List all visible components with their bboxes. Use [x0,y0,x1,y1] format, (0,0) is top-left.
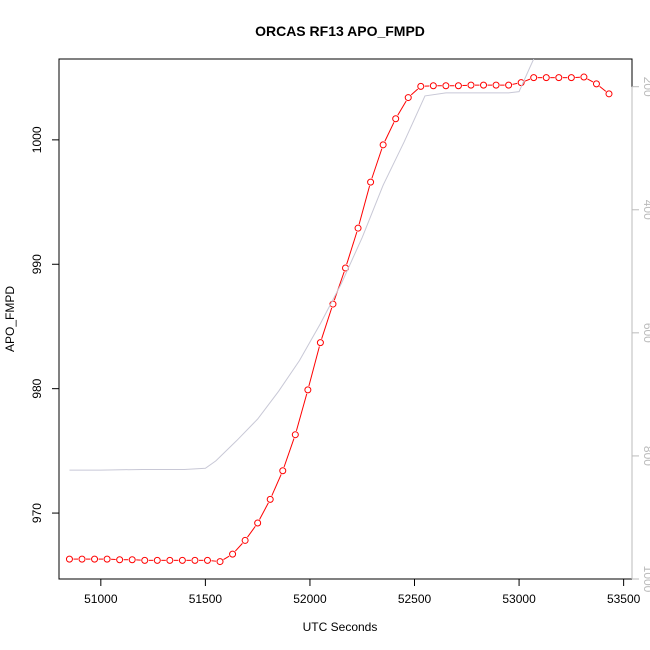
series-0-point [429,82,437,90]
series-0-point [141,556,149,564]
right-y-tick-label: 1000 [641,566,650,593]
series-0-point [103,555,111,563]
series-0-point [291,431,299,439]
x-tick-label: 53500 [607,592,641,606]
series-0-point [404,94,412,102]
series-0-point [555,74,563,82]
series-0-segment [247,525,256,538]
series-0-point [367,178,375,186]
series-0-segment [524,78,531,82]
series-0-segment [308,346,320,387]
series-0-point [216,558,224,566]
series-0-point [316,339,324,347]
series-0-point [166,556,174,564]
series-0-segment [333,271,345,301]
series-0-point [480,81,488,89]
y-tick-label: 970 [30,503,44,523]
series-0-segment [259,502,269,520]
right-y-tick-label: 200 [641,77,650,97]
series-0-point [78,555,86,563]
series-0-point [241,536,249,544]
series-0-segment [397,100,407,116]
right-y-tick-label: 400 [641,200,650,220]
right-series-layer [69,59,535,471]
y-tick-label: 990 [30,254,44,274]
series-0-point [203,556,211,564]
series-0-point [178,556,186,564]
x-tick-label: 53000 [502,592,536,606]
series-0-point [417,82,425,90]
x-tick-label: 52500 [398,592,432,606]
chart-title: ORCAS RF13 APO_FMPD [255,23,425,39]
x-axis: 51000 51500 52000 52500 53000 53500 [84,578,641,606]
series-0-point [191,556,199,564]
series-0-segment [410,88,419,96]
series-0-segment [384,122,395,142]
series-0-point [505,81,513,89]
series-0-segment [346,231,358,265]
series-0-segment [587,78,594,83]
series-0-point [329,300,337,308]
series-0-point [542,74,550,82]
series-0-segment [223,555,230,560]
x-tick-label: 51000 [84,592,118,606]
series-0-point [116,556,124,564]
series-0-point [304,386,312,394]
y-axis-label: APO_FMPD [3,286,17,352]
series-0-point [254,519,262,527]
series-0-point [442,82,450,90]
series-0-segment [283,438,295,468]
y-axis: 970 980 990 1000 [30,126,60,523]
series-0-point [65,555,73,563]
left-series-layer [65,73,613,566]
series-0-point [580,73,588,81]
series-0-segment [358,185,371,225]
x-axis-label: UTC Seconds [303,620,378,634]
series-0-point [605,90,613,98]
series-0-point [153,556,161,564]
series-0-segment [271,474,282,496]
series-0-point [467,81,475,89]
series-0-point [266,495,274,503]
series-0-point [354,224,362,232]
series-0-segment [234,543,243,552]
series-0-point [530,74,538,82]
series-0-point [279,467,287,475]
series-0-segment [295,393,308,431]
y-tick-label: 980 [30,378,44,398]
x-tick-label: 51500 [189,592,223,606]
series-0-segment [599,85,607,92]
series-0-segment [371,148,383,179]
series-0-point [592,80,600,88]
right-y-axis: 200 400 600 800 1000 [631,77,650,593]
series-0-point [454,82,462,90]
series-0-segment [321,307,333,339]
plot-frame [58,58,633,580]
series-0-point [567,74,575,82]
x-tick-label: 52000 [293,592,327,606]
series-0-point [229,550,237,558]
series-1-line [69,59,535,471]
series-0-point [517,79,525,87]
right-y-tick-label: 800 [641,446,650,466]
series-0-point [379,141,387,149]
y-tick-label: 1000 [30,126,44,153]
series-0-point [128,556,136,564]
series-0-point [392,115,400,123]
series-0-point [492,81,500,89]
series-0-segment [512,82,518,85]
right-y-tick-label: 600 [641,323,650,343]
series-0-point [91,555,99,563]
